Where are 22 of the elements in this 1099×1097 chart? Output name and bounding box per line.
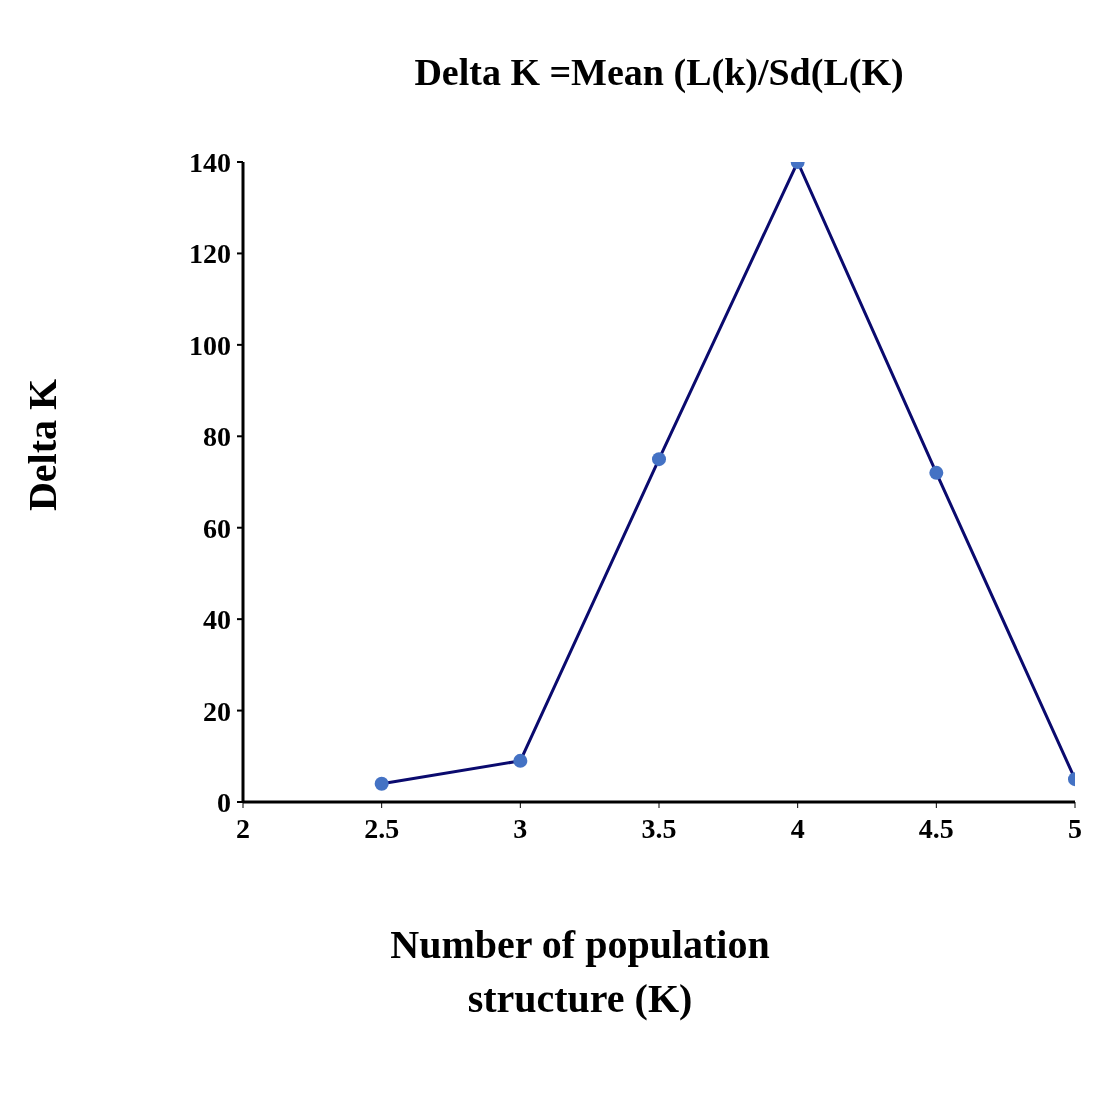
point	[374, 776, 389, 791]
y-tick-label: 140	[189, 146, 231, 178]
y-axis-title: Delta K	[19, 377, 66, 514]
y-tick-label: 120	[189, 238, 231, 270]
x-tick-label: 5	[1068, 812, 1082, 844]
x-tick-label: 3.5	[641, 812, 677, 844]
x-tick-label: 4.5	[918, 812, 954, 844]
y-tick-label: 80	[203, 421, 231, 453]
y-tick-label: 0	[217, 786, 231, 818]
point	[652, 452, 666, 467]
x-tick-label: 4	[790, 812, 805, 844]
y-tick-label: 40	[203, 604, 231, 636]
point	[929, 465, 944, 480]
x-tick-label: 3	[513, 812, 528, 844]
x-tick-label: 2	[236, 812, 250, 844]
y-tick-label: 100	[189, 329, 231, 361]
y-tick-label: 20	[203, 695, 231, 727]
point	[513, 753, 528, 768]
x-axis-title: Number of population structure (K)	[389, 921, 771, 1023]
x-tick-label: 2.5	[364, 812, 400, 844]
chart-title: Delta K =Mean (L(k)/Sd(L(K)	[413, 50, 905, 94]
y-tick-label: 60	[203, 512, 231, 544]
